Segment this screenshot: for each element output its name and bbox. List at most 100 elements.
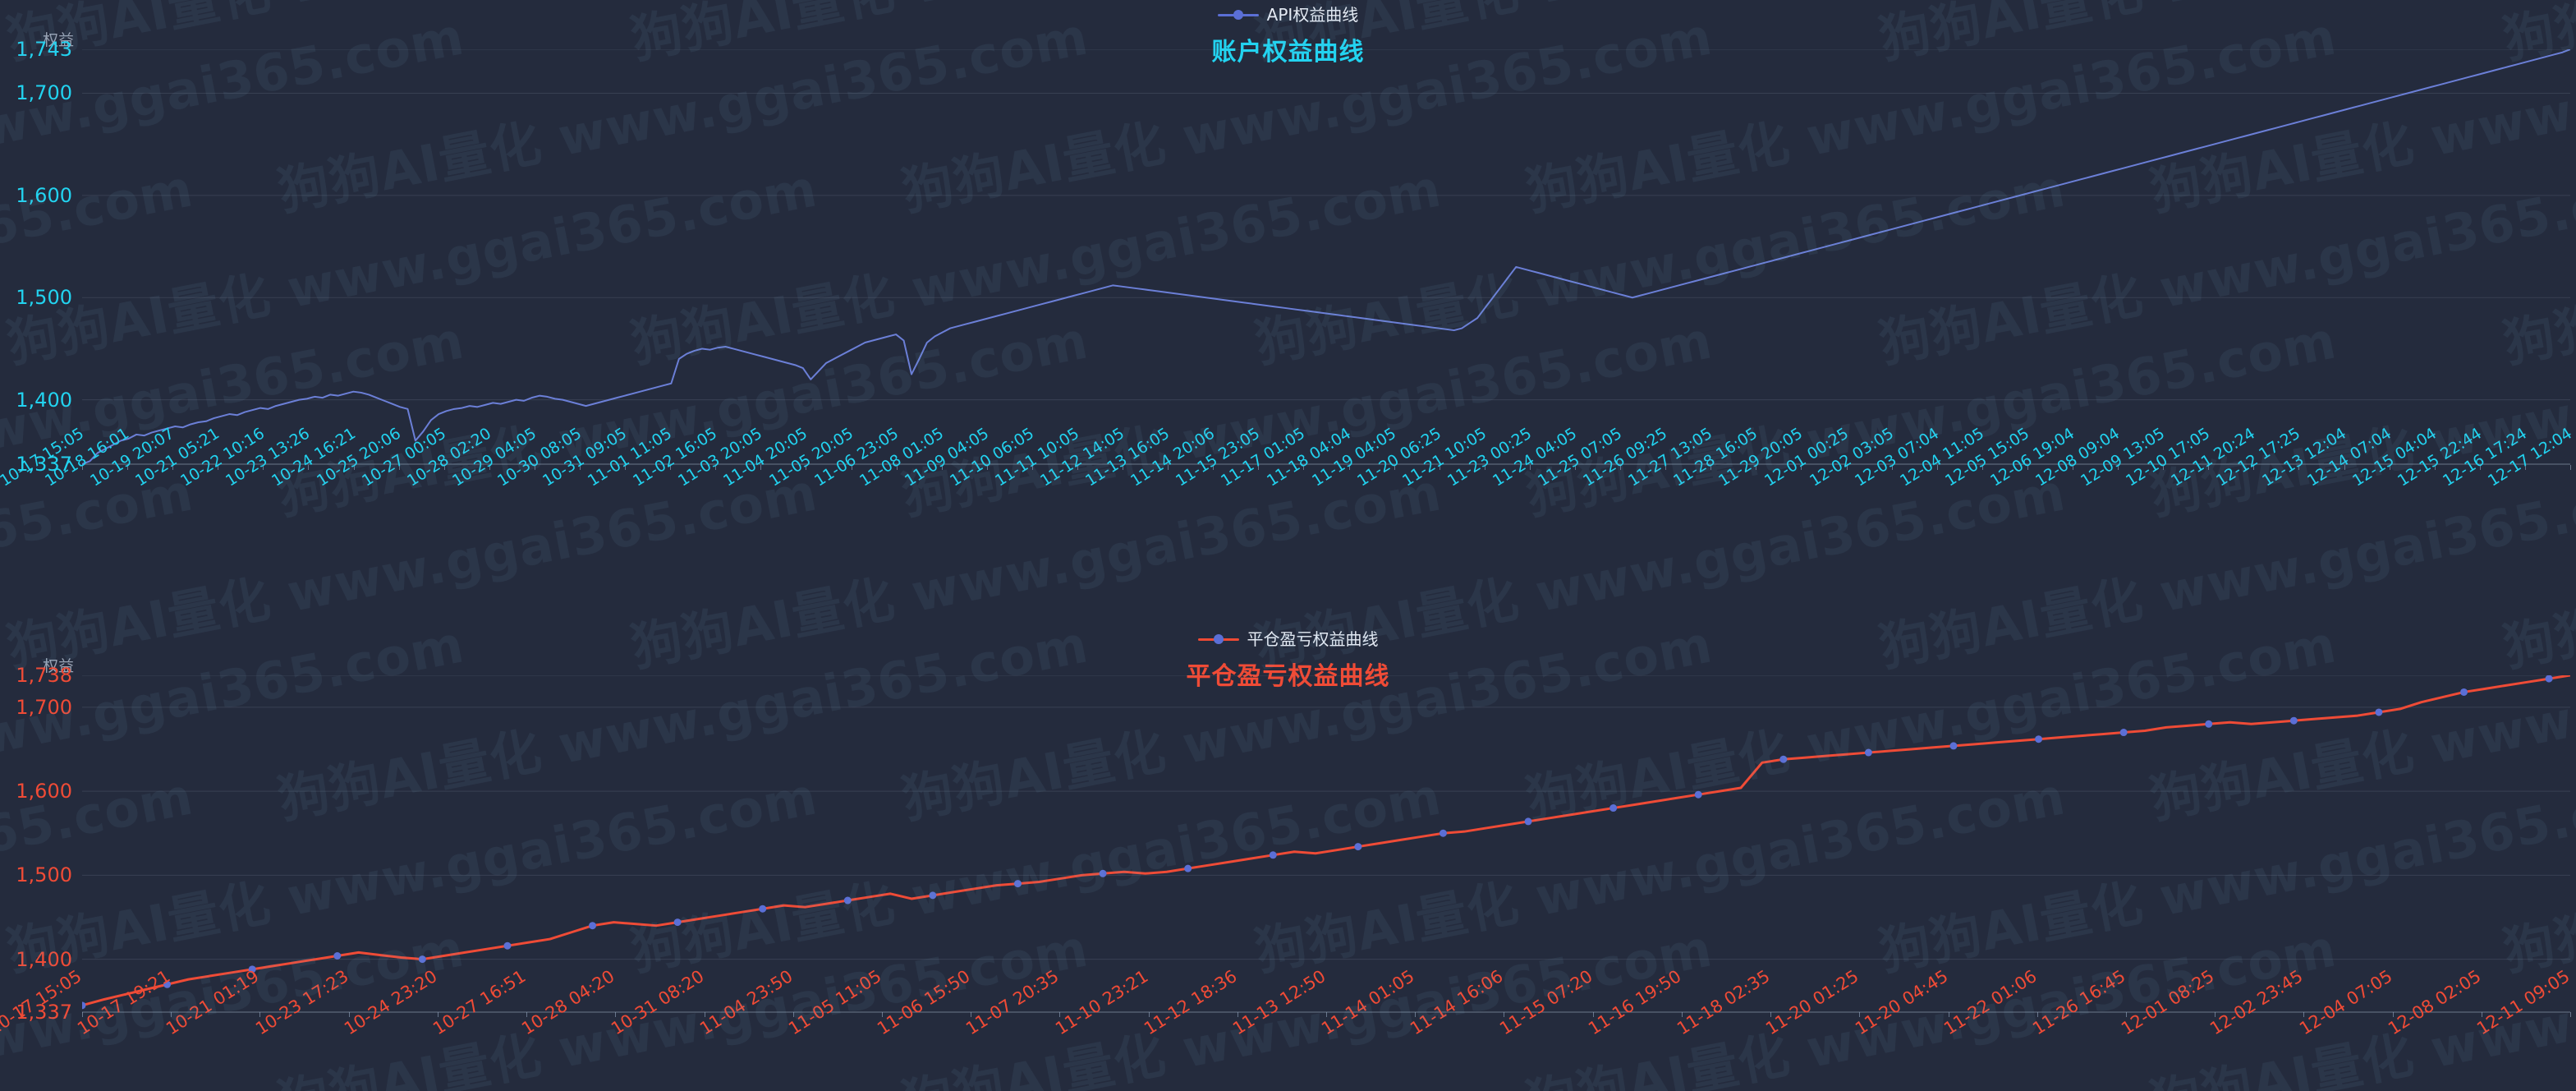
x-axis-tick-mark xyxy=(1575,465,1576,470)
x-axis-tick-mark xyxy=(881,1012,883,1017)
c1-plot-series-line xyxy=(82,49,2570,465)
chart1-legend[interactable]: API权益曲线 xyxy=(0,0,2576,28)
chart1-y-axis-labels: 1,743 1,700 1,600 1,500 1,400 1,337 xyxy=(0,0,76,542)
x-axis-tick-mark xyxy=(1981,465,1983,470)
x-axis-tick-mark xyxy=(2524,465,2526,470)
x-axis-tick-mark xyxy=(2479,465,2481,470)
chart2-plot-area[interactable] xyxy=(82,675,2570,1013)
x-axis-tick-mark xyxy=(986,465,988,470)
x-axis-tick-mark xyxy=(1846,465,1848,470)
x-axis-tick-mark xyxy=(1710,465,1712,470)
x-axis-tick-mark xyxy=(127,465,129,470)
y-axis-tick-label: 1,400 xyxy=(16,947,72,971)
y-axis-tick-label: 1,743 xyxy=(16,38,72,61)
chart2-legend[interactable]: 平仓盈亏权益曲线 xyxy=(0,624,2576,652)
chart2-y-axis-name: 权益 xyxy=(43,657,75,675)
x-axis-tick-mark xyxy=(625,465,627,470)
x-axis-tick-mark xyxy=(1213,465,1215,470)
y-axis-tick-label: 1,400 xyxy=(16,388,72,412)
x-axis-tick-mark xyxy=(896,465,898,470)
chart1-title: 账户权益曲线 xyxy=(1211,38,1365,67)
x-axis-tick-mark xyxy=(1859,1012,1861,1017)
x-axis-tick-mark xyxy=(670,465,672,470)
x-axis-tick-mark xyxy=(437,1012,439,1017)
x-axis-tick-mark xyxy=(1681,1012,1683,1017)
x-axis-tick-mark xyxy=(2208,465,2210,470)
x-axis-tick-mark xyxy=(1326,1012,1327,1017)
x-axis-tick-mark xyxy=(1258,465,1260,470)
x-axis-tick-mark xyxy=(1303,465,1305,470)
y-axis-tick-label: 1,700 xyxy=(16,695,72,719)
x-axis-tick-mark xyxy=(580,465,581,470)
c2-plot-svg xyxy=(82,675,2570,1013)
x-axis-tick-mark xyxy=(1891,465,1893,470)
y-axis-tick-label: 1,500 xyxy=(16,286,72,310)
x-axis-tick-mark xyxy=(715,465,717,470)
x-axis-tick-mark xyxy=(1592,1012,1594,1017)
x-axis-tick-mark xyxy=(2163,465,2165,470)
x-axis-tick-mark xyxy=(1415,1012,1417,1017)
x-axis-tick-mark xyxy=(353,465,355,470)
chart1-y-axis-name: 权益 xyxy=(43,31,75,49)
x-axis-tick-mark xyxy=(2392,1012,2394,1017)
x-axis-tick-mark xyxy=(941,465,943,470)
y-axis-tick-label: 1,600 xyxy=(16,183,72,207)
x-axis-tick-mark xyxy=(1148,1012,1150,1017)
x-axis-tick-mark xyxy=(2434,465,2436,470)
x-axis-tick-mark xyxy=(1031,465,1033,470)
x-axis-tick-mark xyxy=(760,465,762,470)
x-axis-tick-mark xyxy=(1770,1012,1772,1017)
x-axis-tick-mark xyxy=(2118,465,2119,470)
y-axis-tick-label: 1,337 xyxy=(16,453,72,476)
x-axis-tick-mark xyxy=(2253,465,2255,470)
x-axis-tick-mark xyxy=(263,465,264,470)
x-axis-tick-mark xyxy=(1237,1012,1238,1017)
x-axis-tick-mark xyxy=(398,465,400,470)
x-axis-tick-mark xyxy=(1077,465,1078,470)
x-axis-tick-mark xyxy=(1394,465,1395,470)
c1-plot-svg xyxy=(82,49,2570,465)
legend-line-marker-icon xyxy=(1217,9,1259,20)
x-axis-tick-mark xyxy=(2570,465,2571,470)
y-axis-tick-label: 1,337 xyxy=(16,1001,72,1024)
x-axis-tick-mark xyxy=(2125,1012,2127,1017)
x-axis-tick-mark xyxy=(348,1012,350,1017)
chart-closed-pnl-equity-curve: 平仓盈亏权益曲线 平仓盈亏权益曲线 权益 1,738 1,700 1,600 1,50… xyxy=(0,624,2576,1091)
x-axis-tick-mark xyxy=(82,465,83,470)
x-axis-tick-mark xyxy=(2570,1012,2571,1017)
chart2-title: 平仓盈亏权益曲线 xyxy=(1186,662,1390,691)
x-axis-tick-mark xyxy=(172,465,174,470)
c2-plot-series-line xyxy=(82,675,2570,1007)
y-axis-tick-label: 1,738 xyxy=(16,664,72,687)
chart2-legend-label: 平仓盈亏权益曲线 xyxy=(1247,628,1379,649)
x-axis-tick-mark xyxy=(1348,465,1350,470)
x-axis-tick-mark xyxy=(1168,465,1169,470)
x-axis-tick-mark xyxy=(2303,1012,2305,1017)
chart1-plot-area[interactable] xyxy=(82,49,2570,465)
x-axis-tick-mark xyxy=(1665,465,1667,470)
y-axis-tick-label: 1,700 xyxy=(16,81,72,105)
x-axis-tick-mark xyxy=(259,1012,261,1017)
x-axis-tick-mark xyxy=(615,1012,617,1017)
chart1-x-axis-labels: 10-17 15:05 10-18 16:01 10-19 20:07 10-21 0… xyxy=(0,425,2576,531)
x-axis-tick-mark xyxy=(489,465,490,470)
x-axis-tick-mark xyxy=(443,465,445,470)
x-axis-tick-mark xyxy=(2036,1012,2038,1017)
chart1-legend-label: API权益曲线 xyxy=(1266,4,1359,25)
x-axis-tick-mark xyxy=(1936,465,1938,470)
x-axis-tick-mark xyxy=(792,1012,794,1017)
x-axis-tick-mark xyxy=(308,465,310,470)
x-axis-tick-mark xyxy=(1620,465,1622,470)
chart2-x-axis-labels: 10-17 15:05 10-17 19:21 10-21 01:19 10-23 1… xyxy=(0,966,2576,1078)
legend-line-marker-icon xyxy=(1197,633,1239,644)
x-axis-tick-mark xyxy=(2027,465,2028,470)
x-axis-tick-mark xyxy=(1801,465,1802,470)
chart2-y-axis-labels: 1,738 1,700 1,600 1,500 1,400 1,337 xyxy=(0,624,76,1091)
chart-account-equity-curve: API权益曲线 账户权益曲线 权益 1,743 1,700 1,600 1,500 1,… xyxy=(0,0,2576,542)
x-axis-tick-mark xyxy=(1059,1012,1061,1017)
x-axis-tick-mark xyxy=(2215,1012,2216,1017)
x-axis-tick-mark xyxy=(171,1012,172,1017)
x-axis-tick-mark xyxy=(526,1012,528,1017)
y-axis-tick-label: 1,500 xyxy=(16,863,72,887)
